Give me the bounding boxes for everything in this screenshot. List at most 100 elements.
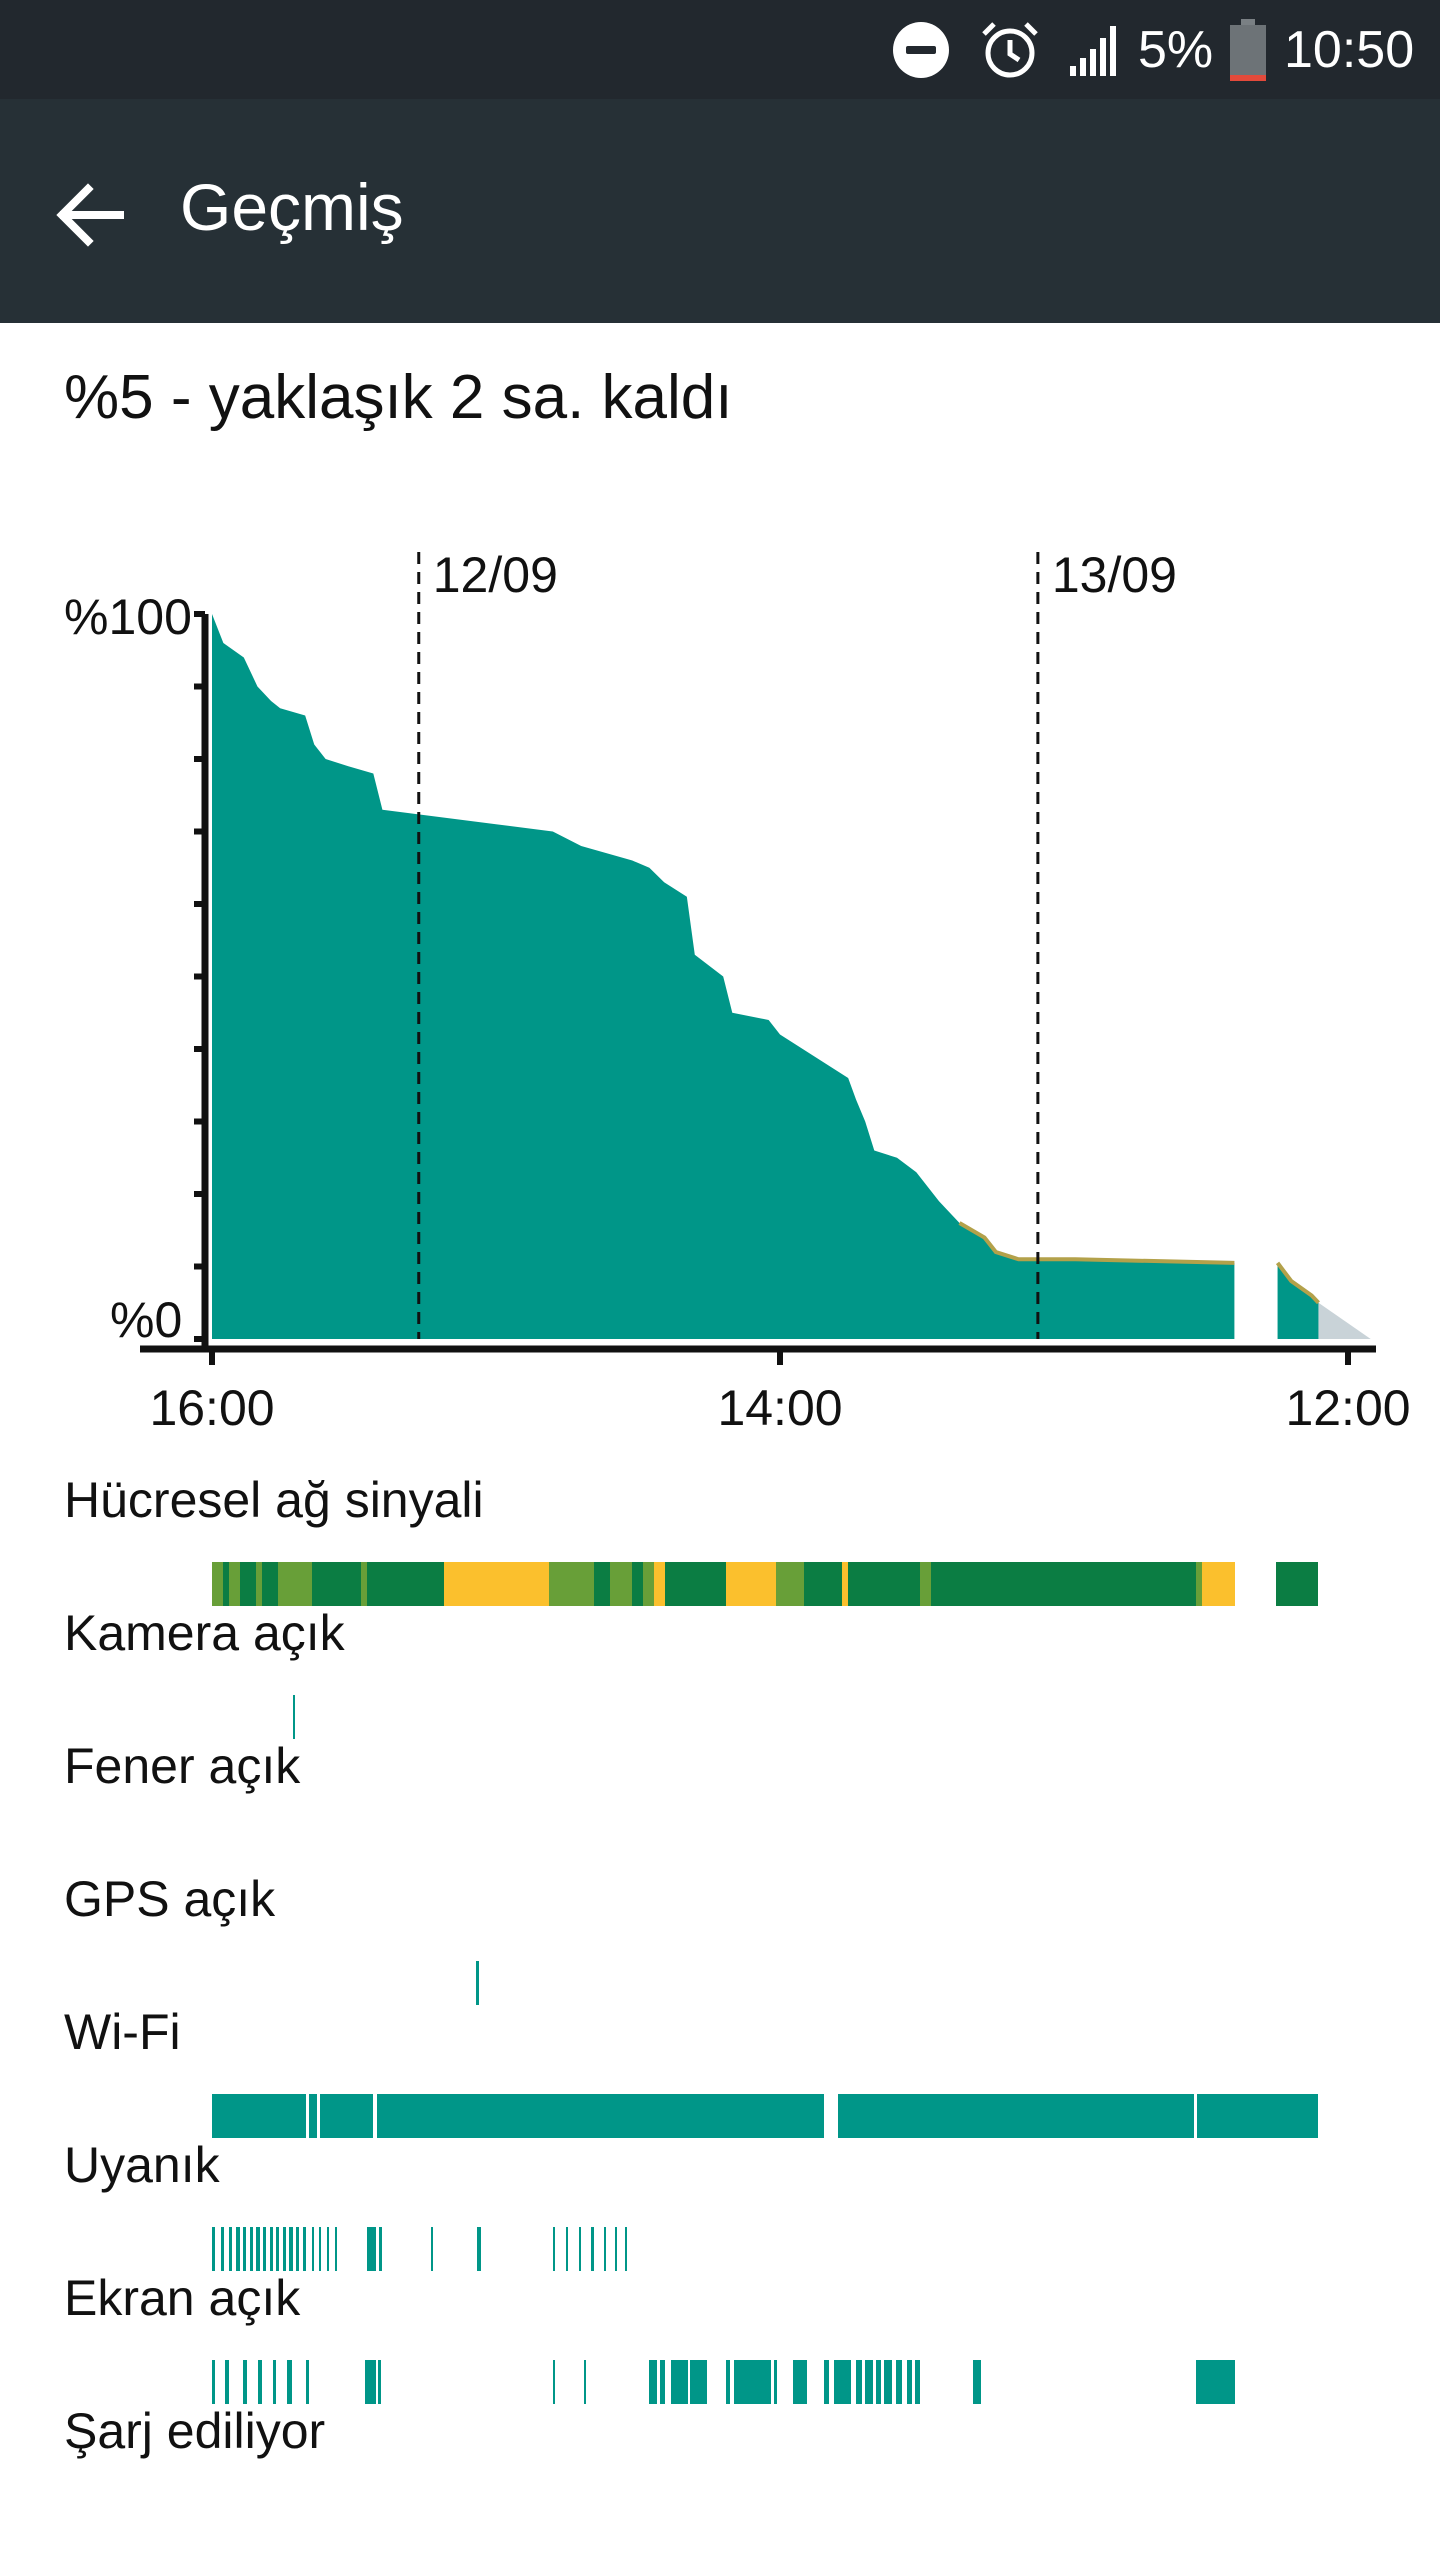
row-label: Fener açık: [64, 1738, 301, 1794]
row-segment: [477, 2227, 481, 2271]
row-segment: [377, 2360, 382, 2404]
row-segment: [919, 1562, 931, 1606]
row-label: Hücresel ağ sinyali: [64, 1472, 484, 1528]
row-segment: [792, 2360, 808, 2404]
row-segment: [334, 2227, 337, 2271]
row-segment: [731, 1562, 777, 1606]
row-segment: [552, 2227, 555, 2271]
row-segment: [591, 2227, 594, 2271]
row-segment: [302, 2227, 306, 2271]
row-segment: [833, 2360, 852, 2404]
row-segment: [212, 2094, 306, 2138]
row-segment: [803, 1562, 843, 1606]
y-label-top: %100: [64, 589, 192, 645]
row-segment: [261, 1562, 279, 1606]
row-segment: [895, 2360, 903, 2404]
row-segment: [361, 1562, 367, 1606]
row-segment: [837, 2094, 1195, 2138]
row-segment: [256, 1562, 262, 1606]
status-bar: 5% 10:50: [0, 0, 1440, 99]
battery-area-series-1: [1277, 1262, 1319, 1339]
arrow-back-icon: [56, 183, 124, 247]
row-segment: [239, 1562, 257, 1606]
row-segment: [632, 1562, 644, 1606]
row-segment: [242, 2227, 247, 2271]
row-segment: [476, 1961, 479, 2005]
row-segment: [287, 2360, 292, 2404]
row-segment: [565, 2227, 569, 2271]
do-not-disturb-icon: [890, 0, 952, 99]
row-segment: [320, 2094, 374, 2138]
row-segment: [930, 1562, 1197, 1606]
row-track: [212, 1828, 1318, 1872]
date-marker-label: 12/09: [433, 547, 558, 603]
x-tick-label: 16:00: [149, 1380, 274, 1436]
row-segment: [212, 1562, 224, 1606]
row-segment: [1196, 2360, 1236, 2404]
row-segment: [289, 2227, 293, 2271]
row-label: Ekran açık: [64, 2270, 301, 2326]
battery-history-chart: 16:00 14:00 12:00 %100 %0 12/09 13/09: [64, 547, 1411, 1436]
row-segment: [726, 1562, 732, 1606]
row-track: [212, 2094, 1318, 2138]
row-segment: [855, 2360, 863, 2404]
row-track: [212, 1695, 1318, 1739]
battery-projection: [1318, 1302, 1371, 1339]
row-label: Kamera açık: [64, 1605, 345, 1661]
row-segment: [282, 2227, 287, 2271]
row-segment: [228, 1562, 240, 1606]
row-segment: [734, 2360, 771, 2404]
row-segment: [223, 1562, 229, 1606]
row-segment: [864, 2360, 874, 2404]
row-segment: [366, 2227, 376, 2271]
row-segment: [1201, 1562, 1236, 1606]
battery-percent: 5%: [1138, 20, 1214, 79]
row-segment: [648, 2360, 657, 2404]
row-segment: [364, 2360, 376, 2404]
row-segment: [1196, 1562, 1202, 1606]
row-track: [212, 2493, 1318, 2537]
row-segment: [773, 2360, 778, 2404]
row-segment: [603, 2227, 606, 2271]
row-segment: [262, 2227, 267, 2271]
back-button[interactable]: [50, 175, 130, 255]
row-segment: [212, 2360, 216, 2404]
row-segment: [306, 2360, 310, 2404]
row-segment: [249, 2227, 253, 2271]
row-label: Şarj ediliyor: [64, 2403, 326, 2459]
row-segment: [676, 1562, 727, 1606]
row-segment: [776, 1562, 804, 1606]
row-segment: [665, 1562, 677, 1606]
row-segment: [875, 2360, 882, 2404]
x-tick-label: 12:00: [1285, 1380, 1410, 1436]
row-track: [212, 1961, 1318, 2005]
row-segment: [272, 2360, 277, 2404]
row-segment: [278, 1562, 312, 1606]
row-segment: [269, 2227, 273, 2271]
row-segment: [292, 1695, 295, 1739]
row-segment: [228, 2227, 232, 2271]
battery-low-icon: [1228, 0, 1268, 99]
row-segment: [614, 2227, 617, 2271]
battery-area-series-0: [212, 614, 1235, 1339]
row-segment: [624, 2227, 627, 2271]
clock: 10:50: [1284, 20, 1415, 79]
row-segment: [309, 2094, 318, 2138]
row-segment: [552, 2360, 555, 2404]
page-title: Geçmiş: [180, 170, 404, 244]
row-segment: [593, 1562, 611, 1606]
row-segment: [549, 1562, 594, 1606]
row-track: [212, 1562, 1318, 1606]
row-segment: [430, 2227, 434, 2271]
cell-signal-icon: [1068, 0, 1124, 99]
row-segment: [444, 1562, 550, 1606]
row-segment: [311, 2227, 314, 2271]
row-label: GPS açık: [64, 1871, 276, 1927]
row-segment: [583, 2360, 586, 2404]
row-segment: [327, 2227, 330, 2271]
row-segment: [236, 2227, 240, 2271]
row-segment: [915, 2360, 920, 2404]
row-label: Wi-Fi: [64, 2004, 181, 2060]
x-tick-label: 14:00: [717, 1380, 842, 1436]
row-segment: [319, 2227, 322, 2271]
